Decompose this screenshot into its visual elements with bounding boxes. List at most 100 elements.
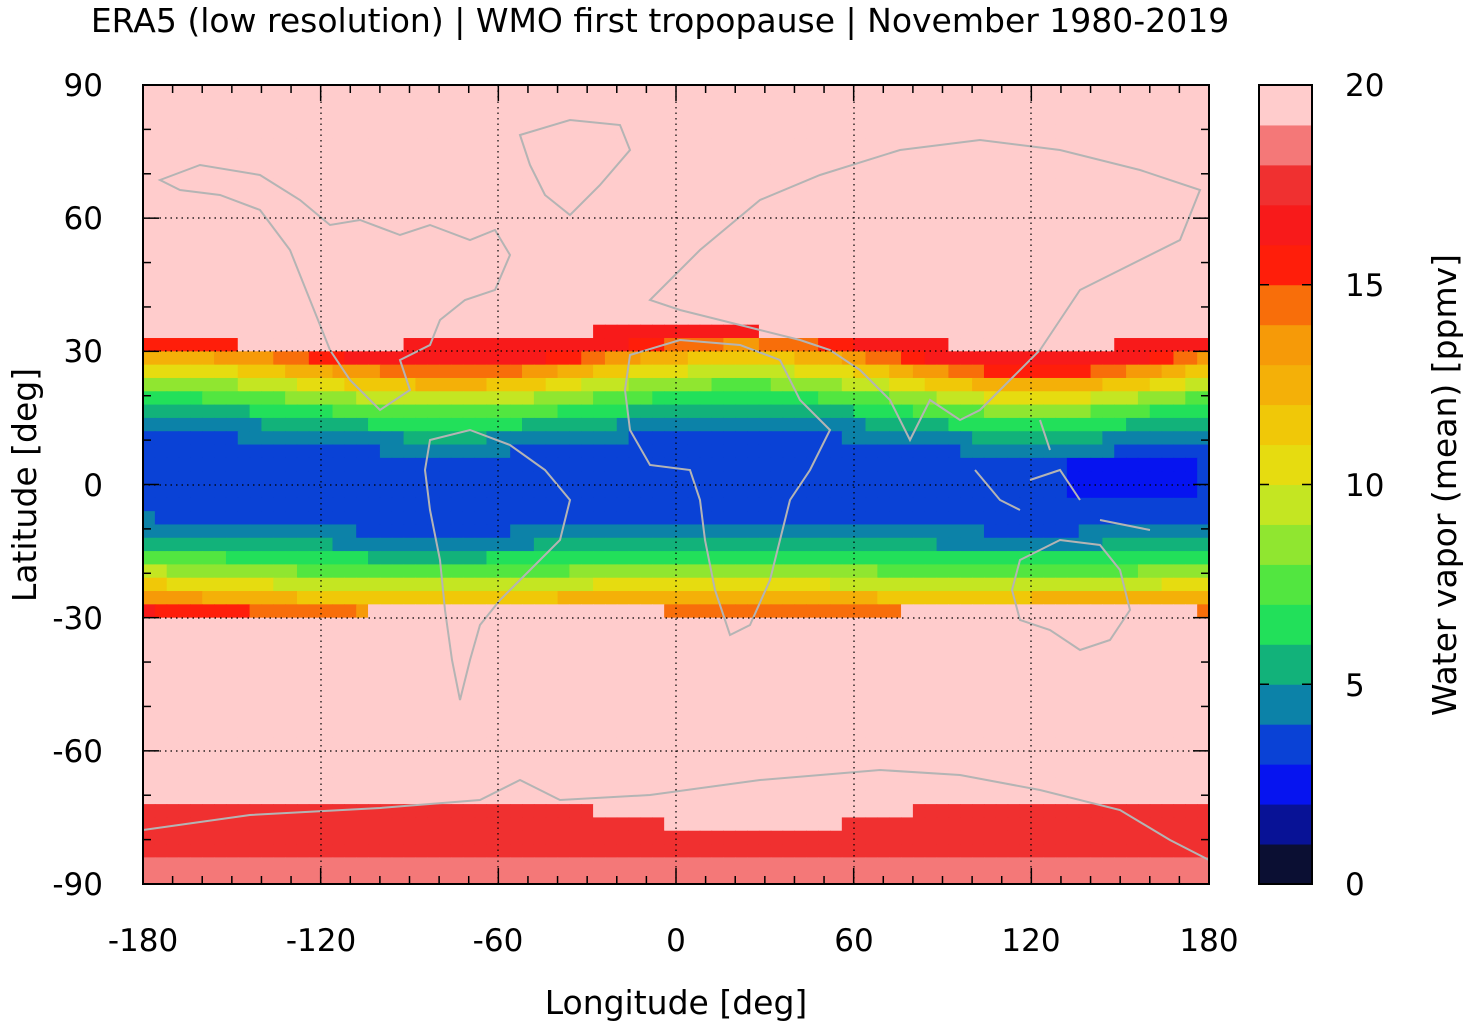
heatmap-cell <box>391 737 405 752</box>
heatmap-cell <box>214 391 227 406</box>
heatmap-cell <box>462 417 476 432</box>
heatmap-cell <box>652 591 665 605</box>
heatmap-cell <box>593 524 606 539</box>
heatmap-cell <box>379 244 393 259</box>
heatmap-cell <box>924 471 938 486</box>
heatmap-cell <box>794 111 807 126</box>
heatmap-cell <box>889 364 902 379</box>
heatmap-cell <box>1185 670 1198 685</box>
heatmap-cell <box>593 511 606 526</box>
heatmap-cell <box>877 657 890 672</box>
heatmap-cell <box>1185 298 1198 312</box>
heatmap-cell <box>948 684 961 699</box>
heatmap-cell <box>593 484 606 499</box>
heatmap-cell <box>806 244 819 259</box>
heatmap-cell <box>1149 750 1163 765</box>
heatmap-cell <box>747 790 760 805</box>
heatmap-cell <box>379 617 393 632</box>
heatmap-cell <box>924 231 938 246</box>
heatmap-cell <box>652 191 665 206</box>
heatmap-cell <box>379 457 393 472</box>
heatmap-cell <box>818 191 831 206</box>
heatmap-cell <box>1185 218 1198 233</box>
heatmap-cell <box>522 98 535 113</box>
heatmap-cell <box>237 271 251 286</box>
heatmap-cell <box>865 551 878 565</box>
heatmap-cell <box>332 98 345 113</box>
heatmap-cell <box>1090 604 1103 619</box>
heatmap-cell <box>391 298 405 312</box>
heatmap-cell <box>948 670 961 685</box>
heatmap-cell <box>687 231 701 246</box>
heatmap-cell <box>344 311 357 326</box>
heatmap-cell <box>889 790 902 805</box>
heatmap-cell <box>320 151 334 166</box>
heatmap-cell <box>415 817 428 832</box>
heatmap-cell <box>462 404 476 419</box>
heatmap-cell <box>829 591 843 605</box>
heatmap-cell <box>391 497 405 512</box>
heatmap-cell <box>1161 417 1175 432</box>
heatmap-cell <box>510 657 523 672</box>
heatmap-cell <box>1031 404 1044 419</box>
heatmap-cell <box>261 564 274 579</box>
heatmap-cell <box>285 670 298 685</box>
heatmap-cell <box>1126 551 1139 565</box>
heatmap-cell <box>604 391 618 406</box>
heatmap-cell <box>533 417 547 432</box>
heatmap-cell <box>1149 138 1163 153</box>
heatmap-cell <box>711 178 724 193</box>
heatmap-cell <box>154 98 168 113</box>
heatmap-cell <box>782 98 796 113</box>
heatmap-cell <box>498 391 511 406</box>
heatmap-cell <box>1114 644 1127 659</box>
heatmap-cell <box>889 164 902 179</box>
heatmap-cell <box>1185 258 1198 273</box>
heatmap-cell <box>687 124 701 139</box>
heatmap-cell <box>640 138 653 153</box>
heatmap-cell <box>853 98 867 113</box>
heatmap-cell <box>628 324 642 339</box>
heatmap-cell <box>178 271 191 286</box>
heatmap-cell <box>711 497 724 512</box>
heatmap-cell <box>912 377 926 392</box>
heatmap-cell <box>474 138 488 153</box>
heatmap-cell <box>190 471 203 486</box>
heatmap-cell <box>877 710 890 725</box>
heatmap-cell <box>983 151 997 166</box>
heatmap-cell <box>344 644 357 659</box>
heatmap-cell <box>1161 804 1175 819</box>
heatmap-cell <box>356 817 369 832</box>
heatmap-cell <box>1185 524 1198 539</box>
heatmap-cell <box>758 537 772 552</box>
heatmap-cell <box>628 244 642 259</box>
heatmap-cell <box>154 244 168 259</box>
heatmap-cell <box>972 258 985 273</box>
heatmap-cell <box>640 364 653 379</box>
heatmap-cell <box>439 151 452 166</box>
heatmap-cell <box>1114 377 1127 392</box>
heatmap-cell <box>308 244 322 259</box>
heatmap-cell <box>1031 551 1044 565</box>
heatmap-cell <box>877 577 890 592</box>
heatmap-cell <box>1149 684 1163 699</box>
heatmap-cell <box>936 670 950 685</box>
heatmap-cell <box>510 471 523 486</box>
heatmap-cell <box>616 817 630 832</box>
heatmap-cell <box>972 630 985 645</box>
heatmap-cell <box>486 178 499 193</box>
heatmap-cell <box>983 537 997 552</box>
heatmap-cell <box>178 750 191 765</box>
heatmap-cell <box>640 511 653 526</box>
heatmap-cell <box>818 617 831 632</box>
heatmap-cell <box>901 151 914 166</box>
heatmap-cell <box>368 471 381 486</box>
heatmap-cell <box>214 604 227 619</box>
heatmap-cell <box>912 258 926 273</box>
heatmap-cell <box>723 244 736 259</box>
heatmap-cell <box>1007 684 1021 699</box>
heatmap-cell <box>936 258 950 273</box>
heatmap-cell <box>1066 417 1080 432</box>
heatmap-cell <box>711 790 724 805</box>
heatmap-cell <box>332 431 345 446</box>
